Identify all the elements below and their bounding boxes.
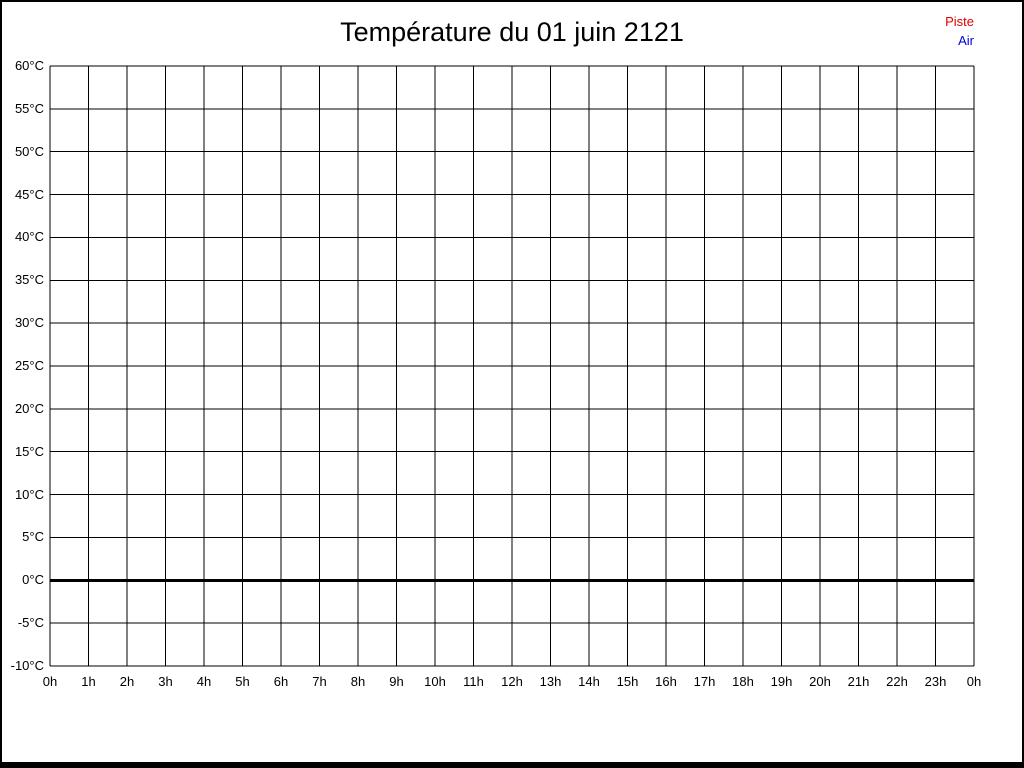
y-tick-label: 35°C bbox=[14, 272, 44, 288]
chart-title: Température du 01 juin 2121 bbox=[340, 17, 684, 47]
x-tick-label: 4h bbox=[196, 674, 212, 689]
x-tick-label: 15h bbox=[616, 674, 639, 689]
y-tick-label: 0°C bbox=[22, 572, 44, 588]
x-tick-label: 9h bbox=[389, 674, 404, 689]
x-tick-label: 17h bbox=[693, 674, 716, 689]
x-tick-label: 6h bbox=[273, 674, 289, 689]
y-tick-label: -5°C bbox=[17, 615, 44, 631]
x-tick-label: 7h bbox=[312, 674, 327, 689]
x-tick-label: 20h bbox=[809, 674, 831, 689]
x-tick-label: 22h bbox=[886, 674, 908, 689]
x-tick-label: 16h bbox=[655, 674, 677, 689]
x-tick-label: 0h bbox=[42, 674, 58, 689]
x-tick-label: 19h bbox=[770, 674, 793, 689]
x-tick-label: 21h bbox=[847, 674, 870, 689]
x-tick-label: 10h bbox=[424, 674, 446, 689]
legend: Piste Air bbox=[945, 12, 974, 50]
y-tick-label: 30°C bbox=[14, 315, 44, 331]
x-tick-label: 2h bbox=[119, 674, 135, 689]
x-tick-label: 13h bbox=[539, 674, 562, 689]
y-tick-label: 55°C bbox=[14, 100, 44, 116]
x-tick-label: 3h bbox=[158, 674, 173, 689]
x-tick-label: 1h bbox=[81, 674, 96, 689]
y-tick-label: 60°C bbox=[14, 58, 44, 73]
x-tick-label: 11h bbox=[463, 674, 484, 689]
x-tick-label: 23h bbox=[924, 674, 947, 689]
x-tick-label: 18h bbox=[732, 674, 754, 689]
x-tick-label: 0h bbox=[966, 674, 982, 689]
x-tick-label: 5h bbox=[235, 674, 250, 689]
x-tick-label: 14h bbox=[578, 674, 600, 689]
y-tick-label: 5°C bbox=[22, 529, 44, 545]
legend-item-piste: Piste bbox=[945, 14, 974, 29]
y-tick-label: -10°C bbox=[10, 658, 44, 673]
y-tick-label: 45°C bbox=[14, 186, 44, 202]
y-tick-label: 50°C bbox=[14, 143, 44, 159]
y-tick-label: 25°C bbox=[14, 358, 44, 373]
y-tick-label: 40°C bbox=[14, 229, 44, 245]
y-tick-label: 20°C bbox=[14, 400, 44, 416]
legend-item-air: Air bbox=[958, 33, 974, 48]
y-tick-label: 15°C bbox=[14, 443, 44, 459]
x-tick-label: 8h bbox=[350, 674, 366, 689]
y-tick-label: 10°C bbox=[14, 486, 44, 502]
x-tick-label: 12h bbox=[501, 674, 523, 689]
